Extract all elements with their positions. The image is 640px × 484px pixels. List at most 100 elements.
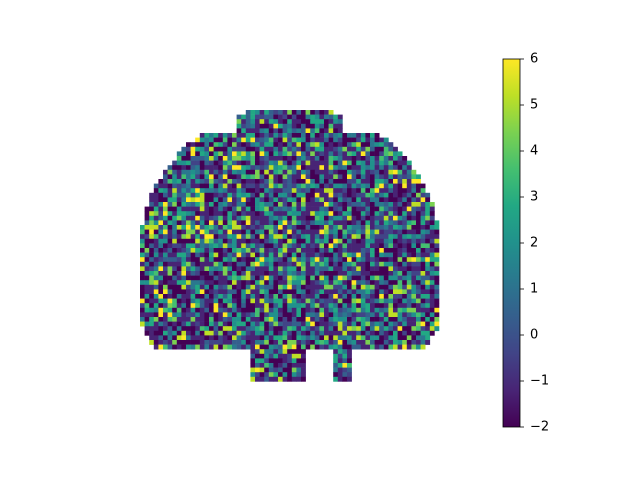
voxel xyxy=(250,349,256,355)
voxel xyxy=(319,303,325,309)
voxel xyxy=(342,215,348,221)
voxel xyxy=(149,326,155,332)
voxel xyxy=(199,335,205,341)
voxel xyxy=(186,211,191,217)
voxel xyxy=(370,183,375,189)
voxel xyxy=(314,261,320,267)
voxel xyxy=(222,266,228,272)
voxel xyxy=(245,330,251,336)
voxel xyxy=(356,243,362,249)
voxel xyxy=(429,317,435,322)
voxel xyxy=(351,211,357,217)
voxel xyxy=(388,307,394,313)
voxel xyxy=(429,220,435,226)
voxel xyxy=(360,344,366,350)
voxel xyxy=(222,142,228,148)
voxel xyxy=(227,252,233,258)
voxel xyxy=(370,307,375,313)
voxel xyxy=(264,165,270,171)
voxel xyxy=(236,266,242,272)
voxel xyxy=(397,151,403,157)
voxel xyxy=(227,261,233,267)
voxel xyxy=(163,284,168,290)
voxel xyxy=(190,252,196,258)
voxel xyxy=(388,183,394,189)
voxel xyxy=(264,197,270,203)
voxel xyxy=(236,174,242,180)
voxel xyxy=(190,160,196,166)
voxel xyxy=(278,215,283,221)
voxel xyxy=(204,248,210,253)
voxel xyxy=(314,183,320,189)
voxel xyxy=(268,211,274,217)
voxel xyxy=(181,225,187,230)
voxel xyxy=(411,275,417,281)
voxel xyxy=(273,197,279,203)
voxel xyxy=(388,344,394,350)
voxel xyxy=(287,192,293,198)
voxel xyxy=(241,257,247,263)
voxel xyxy=(393,266,398,272)
voxel xyxy=(176,169,182,175)
voxel xyxy=(259,335,265,341)
voxel xyxy=(287,174,293,180)
voxel xyxy=(411,238,417,244)
voxel xyxy=(204,220,210,226)
voxel xyxy=(406,289,412,295)
voxel xyxy=(347,344,352,350)
voxel xyxy=(342,197,348,203)
voxel xyxy=(420,294,426,299)
voxel xyxy=(255,110,260,115)
voxel xyxy=(347,197,352,203)
voxel xyxy=(356,303,362,309)
voxel xyxy=(250,261,256,267)
voxel xyxy=(333,220,339,226)
voxel xyxy=(356,179,362,184)
voxel xyxy=(374,197,380,203)
voxel xyxy=(324,225,329,230)
voxel xyxy=(360,307,366,313)
voxel xyxy=(255,220,260,226)
voxel xyxy=(383,179,389,184)
voxel xyxy=(296,363,302,368)
voxel xyxy=(245,183,251,189)
voxel xyxy=(158,330,164,336)
voxel xyxy=(190,238,196,244)
voxel xyxy=(264,225,270,230)
voxel xyxy=(172,340,178,345)
voxel xyxy=(296,146,302,152)
voxel xyxy=(365,275,371,281)
voxel xyxy=(250,326,256,332)
voxel xyxy=(305,192,311,198)
voxel xyxy=(255,376,260,382)
voxel xyxy=(360,133,366,138)
voxel xyxy=(232,326,237,332)
voxel xyxy=(186,294,191,299)
voxel xyxy=(319,289,325,295)
voxel xyxy=(429,303,435,309)
voxel xyxy=(278,188,283,194)
voxel xyxy=(397,188,403,194)
voxel xyxy=(245,312,251,318)
voxel xyxy=(305,330,311,336)
voxel xyxy=(305,174,311,180)
voxel xyxy=(347,160,352,166)
voxel xyxy=(324,321,329,327)
voxel xyxy=(213,252,219,258)
voxel xyxy=(140,252,145,258)
voxel xyxy=(324,119,329,125)
voxel xyxy=(383,294,389,299)
voxel xyxy=(347,340,352,345)
voxel xyxy=(360,183,366,189)
voxel xyxy=(209,202,214,207)
voxel xyxy=(144,294,150,299)
voxel xyxy=(140,275,145,281)
voxel xyxy=(305,238,311,244)
voxel xyxy=(314,298,320,304)
voxel xyxy=(195,284,201,290)
voxel xyxy=(314,123,320,129)
voxel xyxy=(411,220,417,226)
voxel xyxy=(296,326,302,332)
voxel xyxy=(333,261,339,267)
voxel xyxy=(241,160,247,166)
